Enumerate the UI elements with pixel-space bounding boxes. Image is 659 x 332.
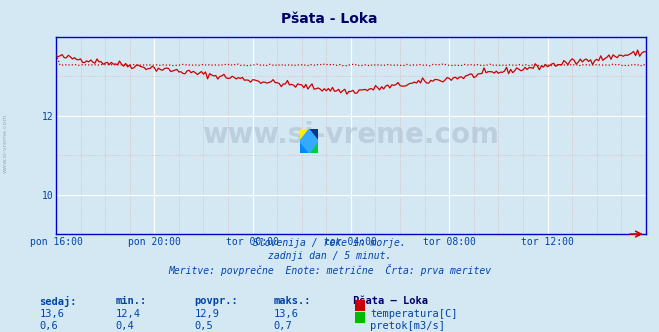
Text: pretok[m3/s]: pretok[m3/s] [370, 321, 445, 331]
Text: 12,4: 12,4 [115, 309, 140, 319]
Text: maks.:: maks.: [273, 296, 311, 306]
Text: Pšata - Loka: Pšata - Loka [281, 12, 378, 26]
Text: temperatura[C]: temperatura[C] [370, 309, 458, 319]
Polygon shape [300, 129, 318, 153]
Text: 0,4: 0,4 [115, 321, 134, 331]
Text: Pšata – Loka: Pšata – Loka [353, 296, 428, 306]
Text: min.:: min.: [115, 296, 146, 306]
Text: sedaj:: sedaj: [40, 296, 77, 307]
Text: povpr.:: povpr.: [194, 296, 238, 306]
Text: 0,6: 0,6 [40, 321, 58, 331]
Polygon shape [300, 141, 309, 153]
Text: www.si-vreme.com: www.si-vreme.com [202, 121, 500, 149]
Polygon shape [300, 129, 309, 141]
Text: 12,9: 12,9 [194, 309, 219, 319]
Text: Slovenija / reke in morje.: Slovenija / reke in morje. [253, 238, 406, 248]
Polygon shape [309, 141, 318, 153]
Text: zadnji dan / 5 minut.: zadnji dan / 5 minut. [268, 251, 391, 261]
Text: Meritve: povprečne  Enote: metrične  Črta: prva meritev: Meritve: povprečne Enote: metrične Črta:… [168, 264, 491, 276]
Text: 13,6: 13,6 [273, 309, 299, 319]
Text: 13,6: 13,6 [40, 309, 65, 319]
Text: 0,5: 0,5 [194, 321, 213, 331]
Text: 0,7: 0,7 [273, 321, 292, 331]
Polygon shape [309, 129, 318, 141]
Text: www.si-vreme.com: www.si-vreme.com [3, 113, 8, 173]
